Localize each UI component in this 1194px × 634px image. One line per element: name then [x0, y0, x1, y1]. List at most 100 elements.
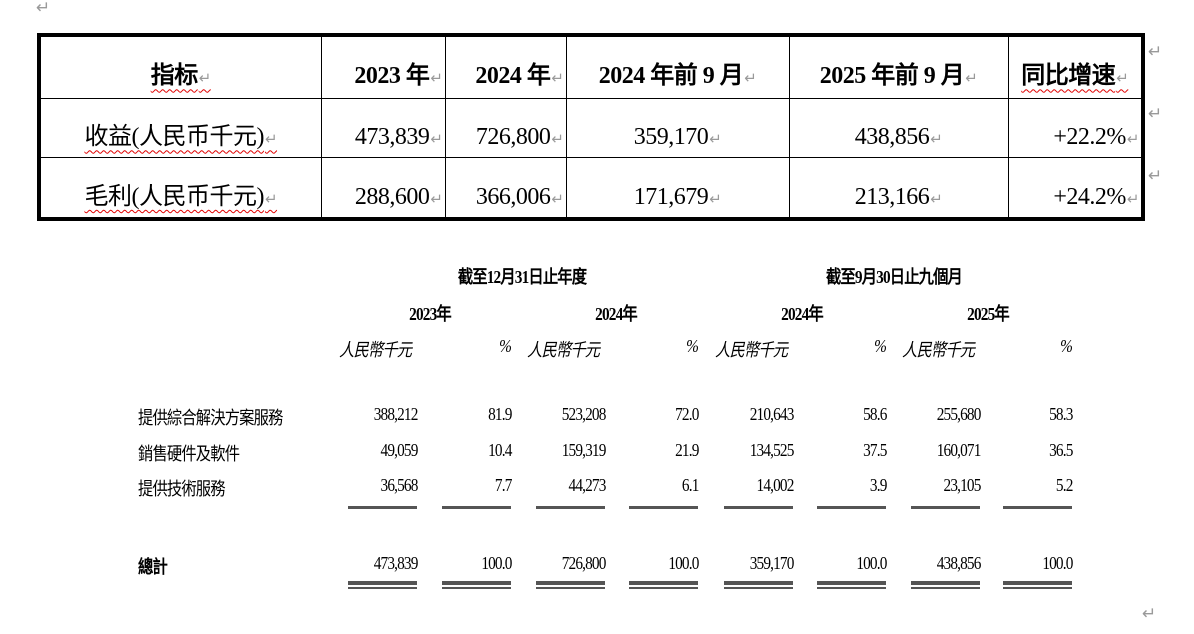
total-label: 總計	[138, 557, 168, 577]
total-double-underline	[911, 587, 980, 589]
unit-header: %	[686, 336, 699, 356]
value-cell: +24.2%	[1007, 157, 1144, 220]
year-header: 2023年	[409, 304, 452, 324]
value: 288,600	[355, 184, 443, 210]
row-label: 提供技術服務	[138, 479, 226, 499]
paragraph-mark: ↵	[1148, 42, 1163, 62]
header-cell: 2023 年	[320, 34, 446, 100]
header-cell: 指标	[38, 34, 322, 100]
cell-value: 255,680	[936, 404, 981, 424]
row-label: 收益(人民币千元)	[84, 124, 277, 150]
total-value: 100.0	[667, 553, 699, 573]
total-double-underline	[911, 581, 980, 585]
total-value: 438,856	[936, 553, 981, 573]
header-cell: 2024 年	[444, 34, 567, 100]
value: 359,170	[634, 124, 722, 150]
unit-header: %	[1060, 336, 1073, 356]
unit-header: %	[874, 336, 887, 356]
total-double-underline	[629, 587, 698, 589]
subtotal-underline	[348, 506, 417, 509]
value-cell: 473,839	[320, 98, 446, 159]
cell-value: 134,525	[749, 440, 794, 460]
cell-value: 523,208	[561, 404, 606, 424]
total-double-underline	[348, 581, 417, 585]
header-cell: 2024 年前 9 月	[565, 34, 790, 100]
total-value: 473,839	[373, 553, 418, 573]
header-yoy: 同比增速	[1021, 63, 1128, 89]
subtotal-underline	[536, 506, 605, 509]
summary-table: 指标 2023 年 2024 年 2024 年前 9 月 2025 年前 9 月…	[37, 33, 1145, 221]
value: 366,006	[476, 184, 564, 210]
header-2025-9m: 2025 年前 9 月	[820, 63, 978, 89]
paragraph-mark: ↵	[1148, 166, 1163, 186]
total-double-underline	[536, 581, 605, 585]
value: +22.2%	[1053, 124, 1139, 150]
cell-value: 159,319	[561, 440, 606, 460]
table-row: 收益(人民币千元) 473,839 726,800 359,170 438,85…	[38, 98, 1144, 159]
header-cell: 同比增速	[1007, 34, 1144, 100]
cell-value: 160,071	[936, 440, 981, 460]
total-double-underline	[629, 581, 698, 585]
subtotal-underline	[817, 506, 886, 509]
total-value: 100.0	[855, 553, 887, 573]
unit-header: %	[499, 336, 512, 356]
total-double-underline	[442, 587, 511, 589]
value: 171,679	[634, 184, 722, 210]
value-cell: +22.2%	[1007, 98, 1144, 159]
cell-value: 58.6	[862, 404, 887, 424]
summary-header-row: 指标 2023 年 2024 年 2024 年前 9 月 2025 年前 9 月…	[38, 34, 1144, 100]
total-double-underline	[1003, 581, 1072, 585]
total-double-underline	[817, 587, 886, 589]
table-row: 毛利(人民币千元) 288,600 366,006 171,679 213,16…	[38, 157, 1144, 220]
cell-value: 23,105	[943, 475, 981, 495]
cell-value: 5.2	[1055, 475, 1072, 495]
cell-value: 6.1	[681, 475, 698, 495]
cell-value: 44,273	[568, 475, 606, 495]
cell-value: 81.9	[487, 404, 512, 424]
cell-value: 388,212	[373, 404, 418, 424]
value-cell: 359,170	[565, 98, 790, 159]
subtotal-underline	[1003, 506, 1072, 509]
subtotal-underline	[724, 506, 793, 509]
value-cell: 438,856	[788, 98, 1009, 159]
year-header: 2024年	[781, 304, 824, 324]
subtotal-underline	[442, 506, 511, 509]
total-double-underline	[348, 587, 417, 589]
cell-value: 36,568	[380, 475, 418, 495]
header-2023: 2023 年	[354, 63, 442, 89]
paragraph-mark: ↵	[1148, 104, 1163, 124]
year-header: 2025年	[967, 304, 1010, 324]
header-2024: 2024 年	[475, 63, 563, 89]
subtotal-underline	[911, 506, 980, 509]
cell-value: 14,002	[756, 475, 794, 495]
cell-value: 49,059	[380, 440, 418, 460]
total-double-underline	[817, 581, 886, 585]
cell-value: 21.9	[674, 440, 699, 460]
value: 473,839	[355, 124, 443, 150]
paragraph-mark: ↵	[36, 0, 51, 18]
period-header: 截至12月31日止年度	[457, 267, 587, 287]
total-value: 100.0	[480, 553, 512, 573]
total-double-underline	[536, 587, 605, 589]
unit-header: 人民幣千元	[339, 340, 412, 360]
row-label: 銷售硬件及軟件	[138, 444, 240, 464]
value-cell: 366,006	[444, 157, 567, 220]
header-cell: 2025 年前 9 月	[788, 34, 1009, 100]
header-indicator: 指标	[151, 63, 211, 89]
value: +24.2%	[1053, 184, 1139, 210]
cell-value: 36.5	[1048, 440, 1073, 460]
year-header: 2024年	[595, 304, 638, 324]
total-value: 359,170	[749, 553, 794, 573]
value: 213,166	[855, 184, 943, 210]
value-cell: 288,600	[320, 157, 446, 220]
subtotal-underline	[629, 506, 698, 509]
total-double-underline	[724, 581, 793, 585]
header-2024-9m: 2024 年前 9 月	[599, 63, 757, 89]
unit-header: 人民幣千元	[902, 340, 975, 360]
cell-value: 3.9	[869, 475, 886, 495]
value-cell: 726,800	[444, 98, 567, 159]
cell-value: 58.3	[1048, 404, 1073, 424]
total-double-underline	[1003, 587, 1072, 589]
total-value: 726,800	[561, 553, 606, 573]
cell-value: 10.4	[487, 440, 512, 460]
